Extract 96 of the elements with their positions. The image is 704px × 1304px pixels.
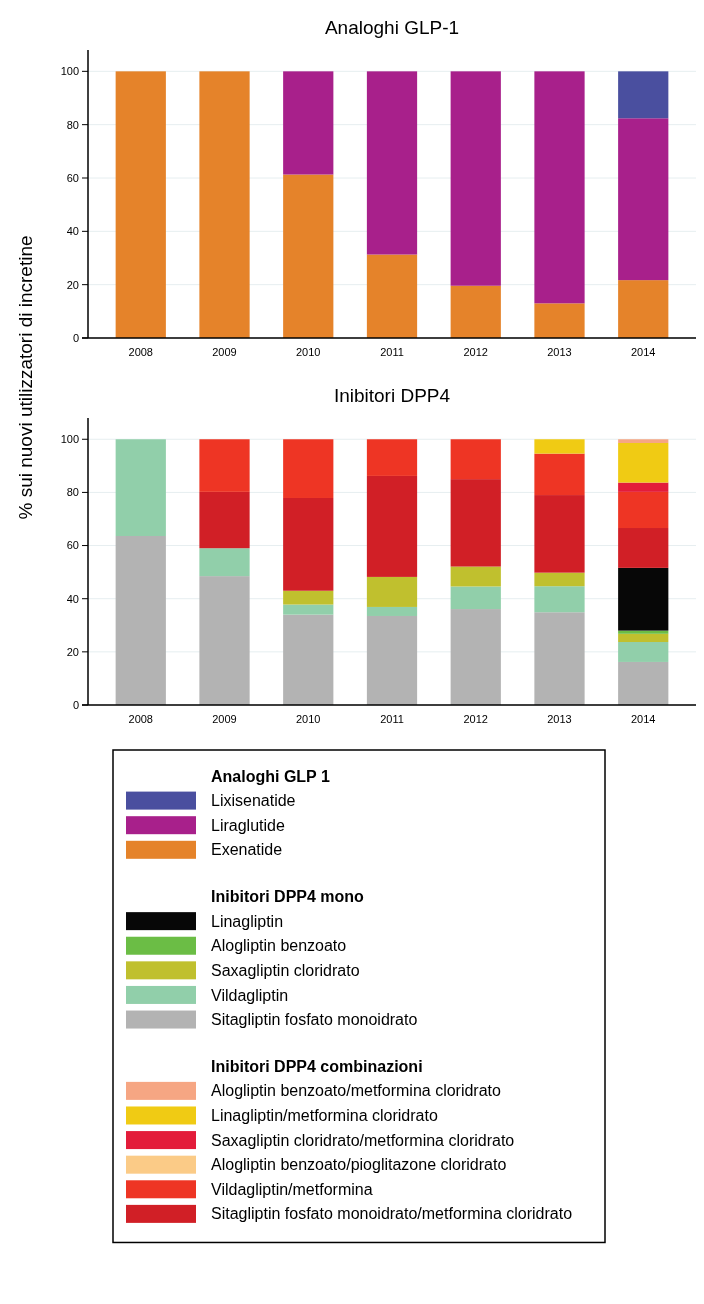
bar <box>366 439 418 476</box>
bar <box>199 439 250 492</box>
x-tick-label: 2011 <box>380 346 404 358</box>
bar <box>618 567 669 631</box>
legend-label: Alogliptin benzoato/metformina cloridrato <box>211 1082 502 1100</box>
bar <box>618 280 669 338</box>
bar <box>366 606 418 616</box>
bar <box>199 491 250 549</box>
bar <box>115 71 166 338</box>
bar <box>534 453 585 496</box>
bar <box>450 609 501 705</box>
bar <box>534 495 585 573</box>
bar <box>618 630 669 634</box>
bar <box>115 439 166 536</box>
y-tick-label: 60 <box>66 539 79 552</box>
bar <box>283 71 334 175</box>
x-tick-label: 2012 <box>463 346 488 358</box>
bar <box>366 475 418 577</box>
bar <box>283 614 334 705</box>
bar <box>618 491 669 529</box>
bar <box>618 442 669 483</box>
y-tick-label: 100 <box>60 433 79 446</box>
legend-label: Saxagliptin cloridrato/metformina cloridrato <box>211 1131 515 1149</box>
x-tick-label: 2011 <box>380 713 404 725</box>
x-tick-label: 2010 <box>296 713 321 725</box>
legend-label: Saxagliptin cloridrato <box>211 961 360 979</box>
legend-label: Vildagliptin <box>211 986 289 1004</box>
bar <box>618 71 669 119</box>
x-tick-label: 2009 <box>212 713 237 725</box>
bar <box>283 174 334 338</box>
bar <box>534 71 585 304</box>
y-tick-label: 0 <box>72 698 79 711</box>
bar <box>283 604 334 615</box>
bar <box>450 439 501 480</box>
bar <box>450 285 501 338</box>
legend-label: Linagliptin/metformina cloridrato <box>211 1107 438 1125</box>
chart-title: Inibitori DPP4 <box>333 385 451 406</box>
y-tick-label: 80 <box>66 486 79 499</box>
bar <box>618 118 669 281</box>
x-tick-label: 2009 <box>212 346 237 358</box>
legend-label: Linagliptin <box>211 912 284 930</box>
x-tick-label: 2013 <box>547 346 572 358</box>
bar <box>283 439 334 498</box>
bar <box>450 566 501 587</box>
y-tick-label: 40 <box>66 592 79 605</box>
text: Inibitori DPP4 combinazioni <box>211 1057 423 1075</box>
bar <box>534 586 585 613</box>
bar <box>618 528 669 568</box>
bar <box>534 439 585 454</box>
bar <box>366 615 418 705</box>
legend-title: Analoghi GLP 1 <box>211 767 330 785</box>
bar <box>450 586 501 610</box>
bar <box>366 71 418 255</box>
legend-label: Sitagliptin fosfato monoidrato/metformina cloridrato <box>211 1205 573 1223</box>
legend-label: Liraglutide <box>211 816 285 834</box>
bar <box>366 254 418 338</box>
y-tick-label: 100 <box>60 65 79 78</box>
bar <box>283 497 334 591</box>
y-tick-label: 20 <box>66 278 79 291</box>
bar <box>618 482 669 492</box>
bar <box>618 661 669 705</box>
legend-label: Vildagliptin/metformina <box>211 1180 373 1198</box>
x-tick-label: 2010 <box>296 346 321 358</box>
legend-label: Alogliptin benzoato/pioglitazone cloridrato <box>211 1156 507 1174</box>
bar <box>534 303 585 338</box>
bar <box>534 612 585 705</box>
legend-title: Inibitori DPP4 mono <box>211 888 365 906</box>
x-tick-label: 2008 <box>128 346 153 358</box>
bar <box>618 633 669 643</box>
bar <box>618 642 669 662</box>
chart-title: Analoghi GLP-1 <box>324 17 460 38</box>
x-tick-label: 2014 <box>631 713 656 725</box>
legend-label: Alogliptin benzoato <box>211 937 347 955</box>
legend-label: Exenatide <box>211 841 283 859</box>
y-tick-label: 80 <box>66 118 79 131</box>
x-tick-label: 2013 <box>547 713 572 725</box>
bar <box>283 590 334 605</box>
y-tick-label: 0 <box>72 331 79 344</box>
bar <box>199 71 250 338</box>
bar <box>450 71 501 286</box>
bar <box>199 548 250 577</box>
y-axis-title: % sui nuovi utilizzatori di incretine <box>15 235 36 520</box>
x-tick-label: 2012 <box>463 713 488 725</box>
bar <box>450 479 501 567</box>
bar <box>618 439 669 443</box>
bar <box>366 576 418 607</box>
y-tick-label: 60 <box>66 171 79 184</box>
x-tick-label: 2014 <box>631 346 656 358</box>
legend-label: Lixisenatide <box>211 792 296 810</box>
y-tick-label: 40 <box>66 225 79 238</box>
bar <box>199 576 250 705</box>
legend-label: Sitagliptin fosfato monoidrato <box>211 1011 418 1029</box>
y-tick-label: 20 <box>66 645 79 658</box>
x-tick-label: 2008 <box>128 713 153 725</box>
bar <box>534 572 585 587</box>
bar <box>115 535 166 705</box>
